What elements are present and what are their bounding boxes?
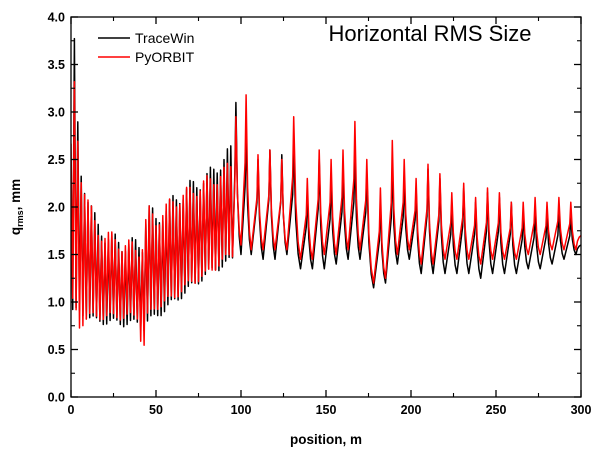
y-tick-label: 1.0 — [48, 296, 65, 310]
series-line-pyorbit — [71, 81, 581, 346]
plot-frame — [70, 16, 582, 398]
axis-layer: 0 50 100 150 200 250 300 0.0 0.5 1.0 1.5 2.0 2.5 3.0 3… — [48, 11, 591, 418]
y-tick-label: 1.5 — [48, 248, 65, 262]
y-axis-title: qrms, mm — [8, 179, 25, 235]
x-tick-label: 150 — [316, 403, 337, 417]
y-tick-label: 4.0 — [48, 11, 65, 25]
x-tick-label: 200 — [401, 403, 422, 417]
x-tick-label: 50 — [149, 403, 163, 417]
y-tick-label: 0.5 — [48, 343, 65, 357]
series-layer — [71, 37, 581, 346]
x-tick-label: 100 — [231, 403, 252, 417]
x-tick-label: 300 — [571, 403, 591, 417]
y-tick-label: 0.0 — [48, 391, 65, 405]
y-tick-label: 2.5 — [48, 153, 65, 167]
y-tick-label: 3.0 — [48, 106, 65, 120]
legend-label-tracewin: TraceWin — [135, 30, 194, 46]
chart-title: Horizontal RMS Size — [329, 21, 532, 46]
legend: TraceWin PyORBIT — [98, 30, 195, 65]
x-axis-title: position, m — [290, 432, 362, 447]
y-tick-label: 2.0 — [48, 201, 65, 215]
y-tick-label: 3.5 — [48, 58, 65, 72]
x-tick-label: 0 — [68, 403, 75, 417]
legend-label-pyorbit: PyORBIT — [135, 49, 195, 65]
x-tick-label: 250 — [486, 403, 507, 417]
